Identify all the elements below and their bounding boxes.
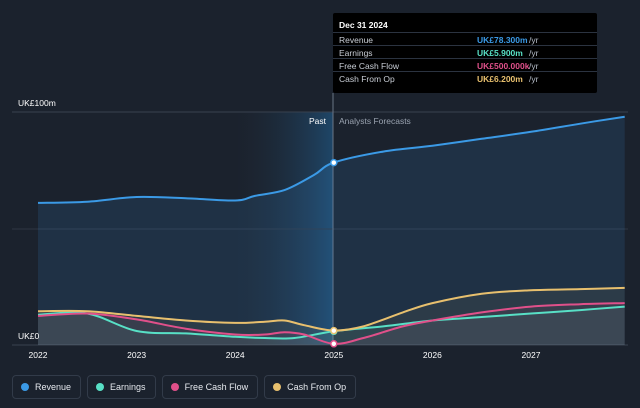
legend-item-revenue[interactable]: Revenue bbox=[12, 375, 82, 399]
x-tick-label: 2026 bbox=[422, 350, 442, 360]
cash-from-op-line bbox=[37, 286, 625, 332]
legend-dot-icon bbox=[273, 383, 282, 391]
legend-label: Earnings bbox=[110, 382, 146, 392]
tooltip-label: Revenue bbox=[339, 35, 374, 45]
forecast-label: Analysts Forecasts bbox=[339, 116, 411, 126]
x-tick-label: 2022 bbox=[28, 350, 48, 360]
legend-item-free-cash-flow[interactable]: Free Cash Flow bbox=[161, 375, 259, 399]
legend-label: Revenue bbox=[35, 382, 72, 392]
free-cash-flow-point bbox=[330, 340, 338, 348]
tooltip: Dec 31 2024 Revenue UK£78.300m /yr Earni… bbox=[333, 13, 597, 93]
past-label: Past bbox=[308, 116, 326, 126]
cash-from-op-area bbox=[38, 287, 625, 345]
legend-label: Free Cash Flow bbox=[184, 382, 249, 392]
legend-dot-icon bbox=[21, 383, 29, 391]
x-tick-label: 2025 bbox=[324, 350, 344, 360]
tooltip-label: Free Cash Flow bbox=[339, 61, 399, 71]
tooltip-title: Dec 31 2024 bbox=[339, 20, 388, 30]
revenue-area bbox=[38, 116, 625, 345]
x-tick-label: 2023 bbox=[127, 350, 147, 360]
legend-item-earnings[interactable]: Earnings bbox=[87, 375, 156, 399]
tooltip-row-free-cash-flow: Free Cash Flow UK£500.000k /yr bbox=[333, 58, 597, 72]
tooltip-unit: /yr bbox=[529, 61, 539, 71]
revenue-line bbox=[37, 115, 625, 204]
cash-from-op-point bbox=[330, 326, 338, 335]
y-tick-label-zero: UK£0 bbox=[18, 331, 40, 341]
tooltip-row-cash-from-op: Cash From Op UK£6.200m /yr bbox=[333, 71, 597, 85]
revenue-point bbox=[330, 158, 338, 167]
tooltip-label: Earnings bbox=[339, 48, 373, 58]
tooltip-unit: /yr bbox=[529, 35, 539, 45]
free-cash-flow-line bbox=[37, 302, 625, 345]
tooltip-value: UK£6.200m bbox=[477, 74, 523, 84]
legend-item-cash-from-op[interactable]: Cash From Op bbox=[264, 375, 357, 399]
tooltip-label: Cash From Op bbox=[339, 74, 395, 84]
legend-dot-icon bbox=[170, 383, 179, 391]
earnings-area bbox=[38, 306, 625, 345]
y-tick-label-top: UK£100m bbox=[18, 98, 56, 108]
tooltip-value: UK£500.000k bbox=[477, 61, 530, 71]
earnings-line bbox=[37, 305, 625, 340]
legend-dot-icon bbox=[96, 383, 105, 391]
tooltip-unit: /yr bbox=[529, 48, 539, 58]
tooltip-row-earnings: Earnings UK£5.900m /yr bbox=[333, 45, 597, 59]
x-tick-label: 2024 bbox=[225, 350, 245, 360]
tooltip-value: UK£78.300m bbox=[477, 35, 528, 45]
legend: Revenue Earnings Free Cash Flow Cash Fro… bbox=[12, 375, 357, 401]
tooltip-value: UK£5.900m bbox=[477, 48, 523, 58]
x-tick-label: 2027 bbox=[521, 350, 541, 360]
tooltip-row-revenue: Revenue UK£78.300m /yr bbox=[333, 32, 597, 46]
legend-label: Cash From Op bbox=[287, 382, 347, 392]
tooltip-unit: /yr bbox=[529, 74, 539, 84]
